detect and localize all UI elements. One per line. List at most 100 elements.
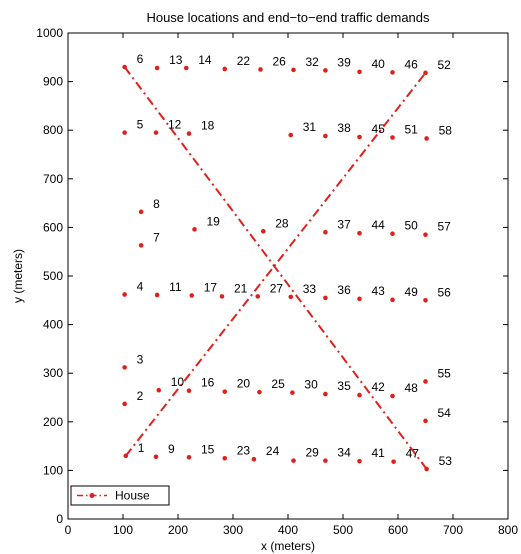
- y-tick-labels: 0 100 200 300 400 500 600 700 800 900 1000: [36, 26, 63, 526]
- house-point: [258, 67, 263, 72]
- house-label: 8: [153, 197, 160, 211]
- house-label: 31: [303, 120, 317, 134]
- house-points: [122, 64, 429, 472]
- house-point: [255, 294, 261, 299]
- house-label: 39: [337, 55, 351, 69]
- house-label: 58: [439, 123, 453, 137]
- house-label: 53: [439, 454, 453, 468]
- house-point: [288, 294, 294, 300]
- house-point: [257, 389, 262, 395]
- house-point: [222, 455, 228, 461]
- house-point: [390, 297, 395, 303]
- house-label: 41: [372, 446, 386, 460]
- house-label: 21: [234, 281, 248, 295]
- house-point: [122, 130, 127, 135]
- house-label: 2: [137, 389, 144, 403]
- house-label: 16: [201, 376, 215, 390]
- x-tick-label: 600: [388, 523, 408, 537]
- house-point: [323, 133, 328, 139]
- demand-line: [124, 72, 427, 457]
- house-point: [186, 388, 192, 393]
- x-tick-label: 200: [168, 523, 188, 537]
- house-label: 38: [337, 121, 351, 135]
- house-point: [260, 228, 266, 234]
- house-label: 44: [372, 218, 386, 232]
- house-label: 51: [405, 122, 419, 136]
- house-label: 5: [137, 118, 144, 132]
- house-point: [357, 69, 362, 75]
- house-point: [357, 230, 362, 236]
- chart-title: House locations and end−to−end traffic d…: [146, 10, 430, 25]
- house-label: 19: [207, 214, 221, 228]
- house-point: [192, 227, 197, 232]
- x-tick-label: 300: [223, 523, 243, 537]
- house-point: [291, 67, 296, 73]
- x-tick-label: 400: [278, 523, 298, 537]
- house-point: [357, 458, 362, 464]
- house-point: [222, 389, 228, 394]
- house-point: [288, 132, 294, 138]
- house-point: [391, 459, 396, 464]
- house-point: [423, 232, 428, 237]
- house-point: [138, 209, 144, 215]
- house-point: [424, 466, 429, 472]
- house-point: [122, 64, 127, 70]
- house-point: [189, 293, 195, 298]
- legend-marker-dot: [89, 493, 95, 498]
- house-point: [156, 387, 162, 393]
- house-label: 27: [270, 281, 284, 295]
- axis-ticks: [67, 32, 509, 520]
- house-label: 40: [372, 57, 386, 71]
- house-point: [138, 243, 144, 248]
- house-point: [423, 418, 428, 424]
- demand-line: [123, 66, 428, 470]
- house-point: [153, 130, 159, 135]
- house-label: 43: [372, 284, 386, 298]
- house-point: [424, 136, 429, 141]
- house-point: [183, 65, 189, 71]
- x-axis-label: x (meters): [261, 539, 315, 553]
- house-point: [186, 131, 192, 136]
- y-axis-label: y (meters): [11, 249, 25, 303]
- legend-box: [70, 485, 170, 506]
- y-tick-label: 500: [43, 269, 63, 283]
- house-label: 14: [198, 53, 212, 67]
- house-label: 35: [337, 379, 351, 393]
- legend-label-house: House: [115, 489, 150, 503]
- house-label: 52: [438, 58, 452, 72]
- house-point: [357, 392, 362, 398]
- house-label: 13: [169, 53, 183, 67]
- house-label: 34: [337, 446, 351, 460]
- house-point: [390, 135, 395, 140]
- house-point: [323, 391, 328, 397]
- house-label: 55: [438, 366, 452, 380]
- house-label: 37: [337, 217, 351, 231]
- house-label: 32: [306, 55, 320, 69]
- house-point: [323, 68, 328, 73]
- house-label: 24: [266, 444, 280, 458]
- house-label: 17: [204, 280, 218, 294]
- x-tick-label: 0: [65, 523, 72, 537]
- house-label: 29: [306, 446, 320, 460]
- house-label: 20: [237, 377, 251, 391]
- y-tick-label: 200: [43, 415, 63, 429]
- house-point: [323, 295, 328, 301]
- y-tick-label: 900: [43, 75, 63, 89]
- house-label: 57: [438, 220, 452, 234]
- house-point: [323, 229, 328, 235]
- demand-lines: [123, 66, 428, 470]
- house-label: 22: [237, 54, 251, 68]
- house-point: [423, 379, 428, 384]
- y-tick-label: 100: [43, 463, 63, 477]
- house-label: 11: [169, 280, 182, 294]
- plot-area: [67, 32, 509, 520]
- x-tick-label: 700: [443, 523, 463, 537]
- house-label: 56: [438, 285, 452, 299]
- house-label: 47: [406, 447, 420, 461]
- house-label: 45: [372, 122, 386, 136]
- house-label: 42: [372, 380, 386, 394]
- house-label: 54: [438, 406, 452, 420]
- y-tick-label: 0: [56, 512, 63, 526]
- y-tick-label: 1000: [36, 26, 63, 40]
